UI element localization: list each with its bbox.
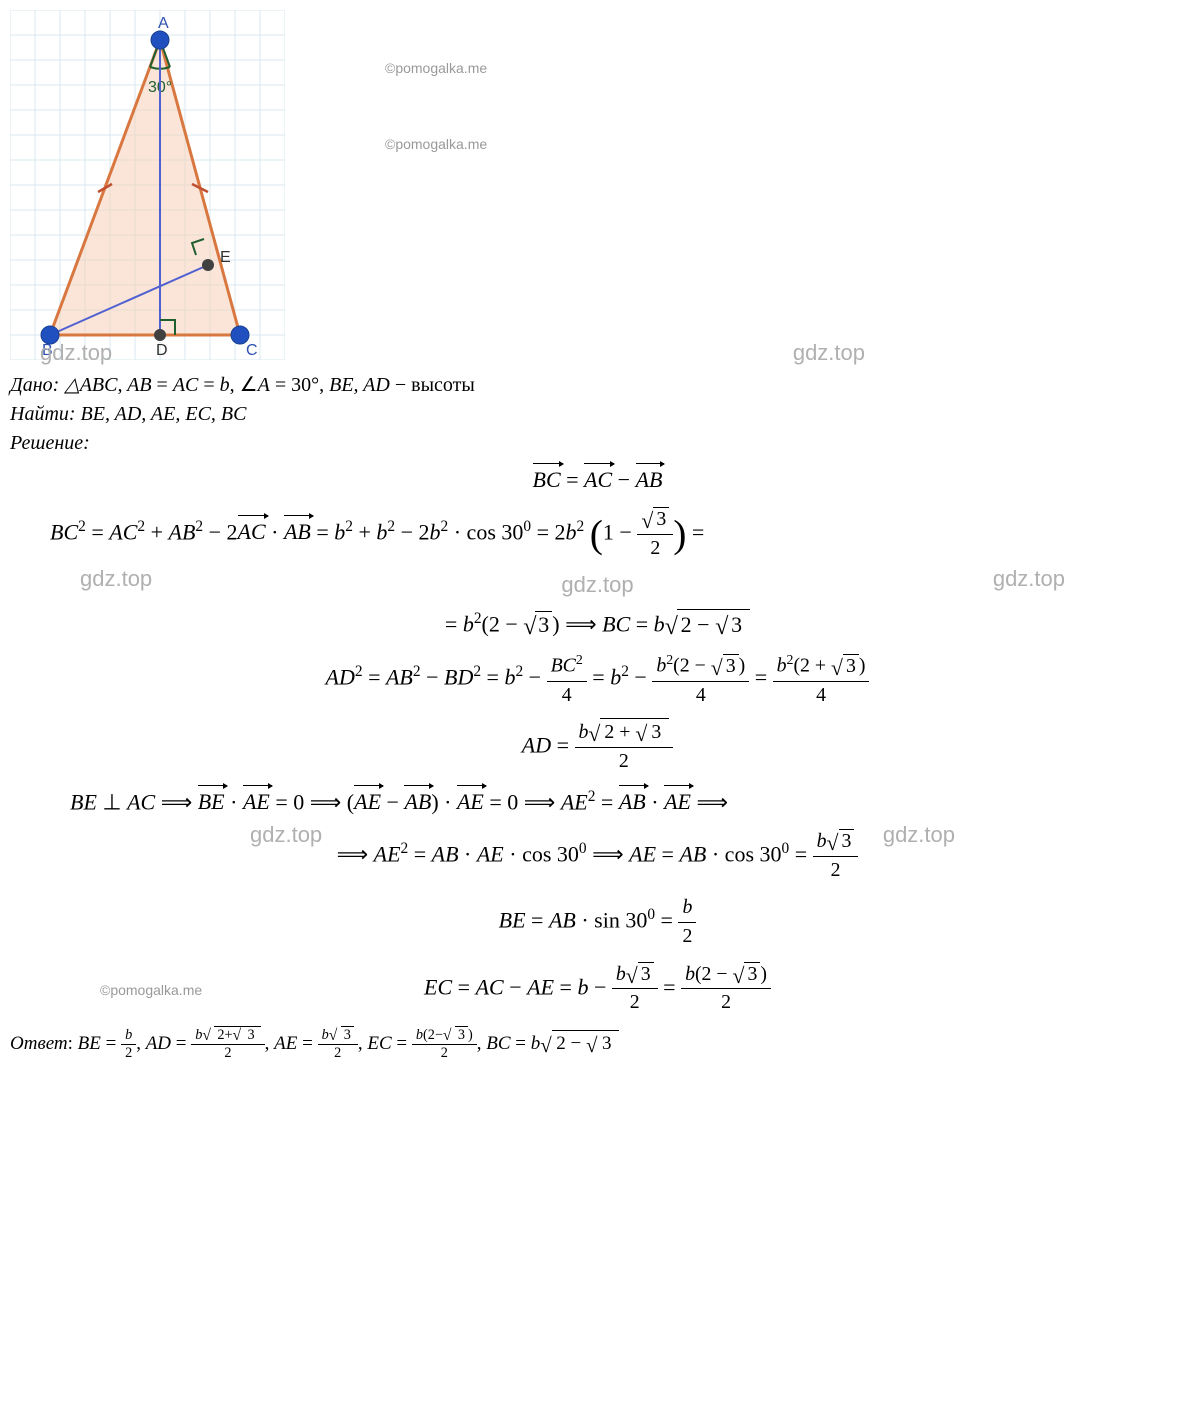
eq-ad: AD = b2 + 32 xyxy=(10,719,1185,775)
triangle-diagram: 30° A B C D E xyxy=(10,10,285,360)
eq-vec-bc: BC = AC − AB xyxy=(10,465,1185,496)
answer-label: Ответ xyxy=(10,1033,68,1054)
label-E: E xyxy=(220,249,231,266)
gdz-watermark: gdz.top xyxy=(40,340,112,366)
gdz-watermark: gdz.top xyxy=(250,822,322,848)
gdz-watermark: gdz.top xyxy=(883,822,955,848)
gdz-watermark: gdz.top xyxy=(793,340,865,366)
solution-label: Решение: xyxy=(10,432,1185,455)
find-text: : BE, AD, AE, EC, BC xyxy=(69,403,247,425)
watermark-text: ©pomogalka.me xyxy=(385,60,1185,76)
find-label: Найти xyxy=(10,403,69,425)
eq-ae: ⟹ AE2 = AB · AE · cos 300 ⟹ AE = AB · co… xyxy=(10,828,1185,884)
gdz-watermark: gdz.top xyxy=(80,566,152,592)
given-line: Дано: △ABC, AB = AC = b, ∠A = 30°, BE, A… xyxy=(10,372,1185,397)
gdz-watermark: gdz.top xyxy=(561,572,633,598)
find-line: Найти: BE, AD, AE, EC, BC xyxy=(10,403,1185,426)
label-C: C xyxy=(246,342,258,359)
eq-bc-result: = b2(2 − 3) ⟹ BC = b2 − 3 xyxy=(10,608,1185,640)
eq-ad-squared: AD2 = AB2 − BD2 = b2 − BC24 = b2 − b2(2 … xyxy=(10,650,1185,709)
header-area: 30° A B C D E ©pomogalka.me ©pomogalka.m… xyxy=(10,10,1185,360)
watermark-column: ©pomogalka.me ©pomogalka.me xyxy=(285,10,1185,212)
eq-be: BE = AB · sin 300 = b2 xyxy=(10,894,1185,950)
label-D: D xyxy=(156,342,168,359)
eq-be-perp: BE ⊥ AC ⟹ BE · AE = 0 ⟹ (AE − AB) · AE =… xyxy=(10,786,1185,818)
gdz-row-2: gdz.top gdz.top gdz.top xyxy=(10,572,1185,598)
given-label: Дано xyxy=(10,374,53,396)
eq-bc-squared: BC2 = AC2 + AB2 − 2AC · AB = b2 + b2 − 2… xyxy=(10,506,1185,562)
label-A: A xyxy=(158,15,169,32)
watermark-text: ©pomogalka.me xyxy=(100,981,202,1001)
eq-ec: ©pomogalka.me EC = AC − AE = b − b32 = b… xyxy=(10,961,1185,1017)
watermark-text: ©pomogalka.me xyxy=(385,136,1185,152)
answer-line: Ответ: BE = b2, AD = b2+32, AE = b32, EC… xyxy=(10,1027,1185,1062)
gdz-watermark: gdz.top xyxy=(993,566,1065,592)
